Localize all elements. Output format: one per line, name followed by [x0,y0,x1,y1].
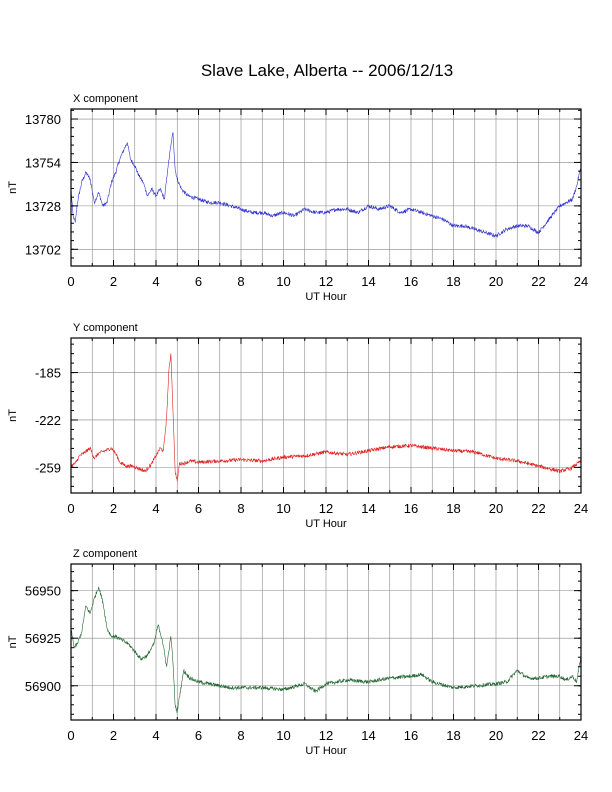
panel-x: 0 2 4 6 8 10 12 14 16 18 20 22 241370213728137541378… [7,93,588,303]
x-tick-label: 18 [446,501,460,516]
x-tick-label: 8 [237,501,244,516]
y-axis-label: nT [7,409,19,422]
x-tick-label: 18 [446,274,460,289]
x-axis-label: UT Hour [305,291,347,303]
x-tick-label: 22 [531,501,545,516]
x-tick-label: 22 [531,274,545,289]
x-tick-label: 0 [67,501,74,516]
x-tick-label: 20 [489,274,503,289]
y-tick-label: -185 [35,366,61,381]
x-tick-label: 6 [195,728,202,743]
page-title: Slave Lake, Alberta -- 2006/12/13 [201,61,453,80]
x-tick-label: 12 [319,501,333,516]
y-tick-label: 13728 [25,199,61,214]
x-axis-label: UT Hour [305,745,347,757]
x-axis-label: UT Hour [305,518,347,530]
x-tick-label: 0 [67,728,74,743]
x-tick-label: 16 [404,501,418,516]
x-tick-label: 18 [446,728,460,743]
x-tick-label: 4 [152,274,159,289]
x-tick-label: 22 [531,728,545,743]
panel-title: X component [73,93,138,105]
x-tick-label: 2 [110,274,117,289]
y-tick-label: -259 [35,460,61,475]
x-tick-label: 14 [361,274,375,289]
y-axis-label: nT [7,181,19,194]
x-tick-label: 0 [67,274,74,289]
y-tick-label: 56950 [25,584,61,599]
x-tick-label: 24 [574,274,588,289]
panel-title: Z component [73,548,137,560]
x-tick-label: 8 [237,728,244,743]
x-tick-label: 20 [489,728,503,743]
series-line-z [70,586,582,714]
x-tick-label: 4 [152,728,159,743]
series-line-y [70,353,582,482]
y-tick-label: 56900 [25,679,61,694]
x-tick-label: 2 [110,501,117,516]
x-tick-label: 4 [152,501,159,516]
x-tick-label: 12 [319,274,333,289]
x-tick-label: 10 [276,501,290,516]
chart-panels: 0 2 4 6 8 10 12 14 16 18 20 22 241370213728137541378… [7,93,588,757]
x-tick-label: 6 [195,274,202,289]
y-tick-label: 13780 [25,112,61,127]
x-tick-label: 24 [574,728,588,743]
x-tick-label: 20 [489,501,503,516]
x-tick-label: 16 [404,274,418,289]
x-tick-label: 16 [404,728,418,743]
x-tick-label: 12 [319,728,333,743]
x-tick-label: 14 [361,728,375,743]
y-tick-label: -222 [35,413,61,428]
y-tick-label: 13702 [25,242,61,257]
x-tick-label: 10 [276,274,290,289]
x-tick-label: 10 [276,728,290,743]
x-tick-label: 8 [237,274,244,289]
x-tick-label: 2 [110,728,117,743]
panel-title: Y component [73,322,138,334]
y-tick-label: 56925 [25,631,61,646]
x-tick-label: 24 [574,501,588,516]
y-tick-label: 13754 [25,155,61,170]
x-tick-label: 14 [361,501,375,516]
y-axis-label: nT [7,635,19,648]
series-line-x [70,132,582,239]
x-tick-label: 6 [195,501,202,516]
